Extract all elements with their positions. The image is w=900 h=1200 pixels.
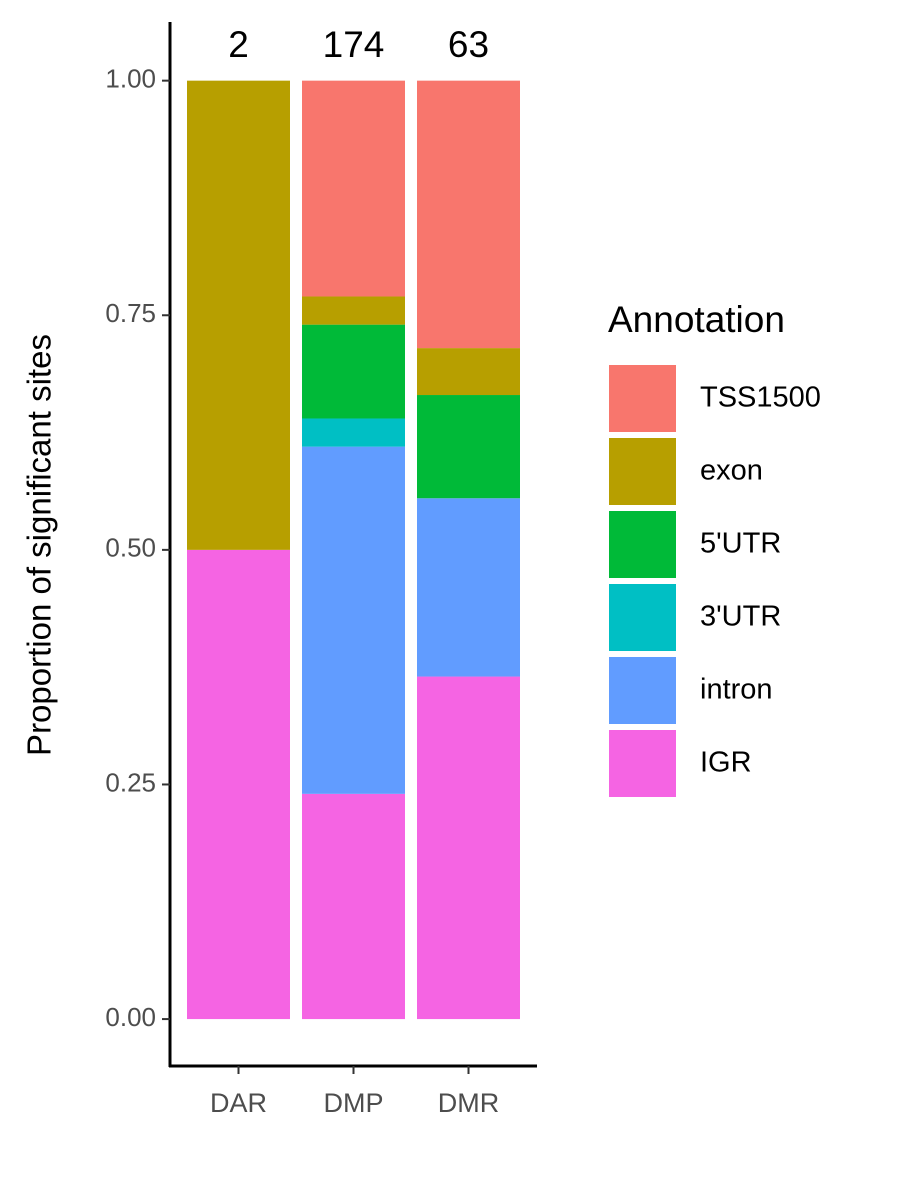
bar-segment	[302, 418, 405, 447]
legend-title: Annotation	[608, 299, 785, 340]
bar-segment	[417, 395, 520, 499]
y-tick-label: 0.25	[105, 767, 156, 797]
y-tick-label: 0.00	[105, 1002, 156, 1032]
legend-key	[609, 365, 676, 432]
bar-segment	[302, 324, 405, 419]
x-tick-label: DAR	[210, 1088, 267, 1118]
legend-key	[609, 657, 676, 724]
bar-segment	[302, 296, 405, 325]
legend-label: IGR	[700, 747, 752, 779]
x-tick-label: DMP	[324, 1088, 384, 1118]
bar-segment	[417, 348, 520, 396]
y-tick-label: 0.75	[105, 298, 156, 328]
y-tick-label: 1.00	[105, 64, 156, 94]
bar-segment	[187, 549, 290, 1020]
bar-segment	[417, 676, 520, 1020]
legend-key	[609, 511, 676, 578]
bar-total-label: 174	[323, 24, 385, 65]
x-tick-label: DMR	[438, 1088, 500, 1118]
bar-total-label: 2	[228, 24, 249, 65]
bar-total-label: 63	[448, 24, 489, 65]
y-axis-title: Proportion of significant sites	[21, 334, 58, 756]
bar-segment	[417, 498, 520, 677]
bar-segment	[187, 80, 290, 550]
legend-key	[609, 584, 676, 651]
bar-segment	[417, 80, 520, 349]
legend-key	[609, 438, 676, 505]
y-tick-label: 0.50	[105, 533, 156, 563]
legend-label: 5'UTR	[700, 528, 781, 560]
legend-label: intron	[700, 674, 773, 706]
bar-segment	[302, 80, 405, 297]
legend-key	[609, 730, 676, 797]
legend-label: exon	[700, 455, 763, 487]
bar-segment	[302, 793, 405, 1020]
legend-label: 3'UTR	[700, 601, 781, 633]
legend-label: TSS1500	[700, 382, 821, 414]
bar-segment	[302, 446, 405, 794]
